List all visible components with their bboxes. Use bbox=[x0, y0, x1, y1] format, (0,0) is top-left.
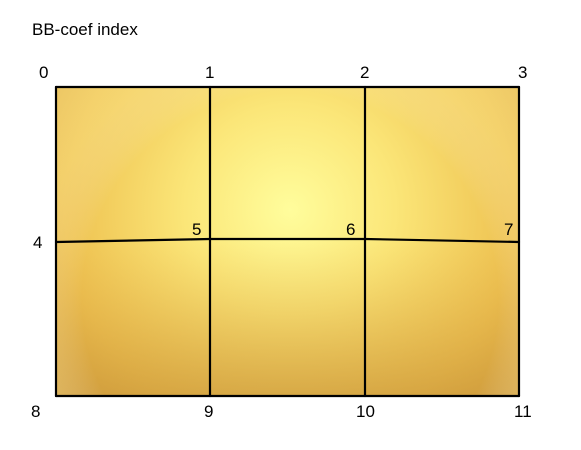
index-label-0: 0 bbox=[39, 63, 48, 82]
index-label-7: 7 bbox=[504, 220, 513, 239]
index-label-2: 2 bbox=[360, 63, 369, 82]
index-label-9: 9 bbox=[204, 402, 213, 421]
index-label-4: 4 bbox=[33, 233, 42, 252]
control-grid bbox=[54, 85, 521, 398]
index-label-3: 3 bbox=[518, 63, 527, 82]
index-label-6: 6 bbox=[346, 220, 355, 239]
index-labels: 0 1 2 3 4 5 6 7 8 9 10 11 bbox=[31, 63, 532, 421]
index-label-5: 5 bbox=[192, 220, 201, 239]
grid-row-middle bbox=[54, 237, 521, 244]
index-label-10: 10 bbox=[356, 402, 375, 421]
index-label-11: 11 bbox=[514, 402, 532, 421]
index-label-8: 8 bbox=[31, 402, 40, 421]
index-label-1: 1 bbox=[205, 63, 214, 82]
diagram-title: BB-coef index bbox=[32, 20, 138, 39]
